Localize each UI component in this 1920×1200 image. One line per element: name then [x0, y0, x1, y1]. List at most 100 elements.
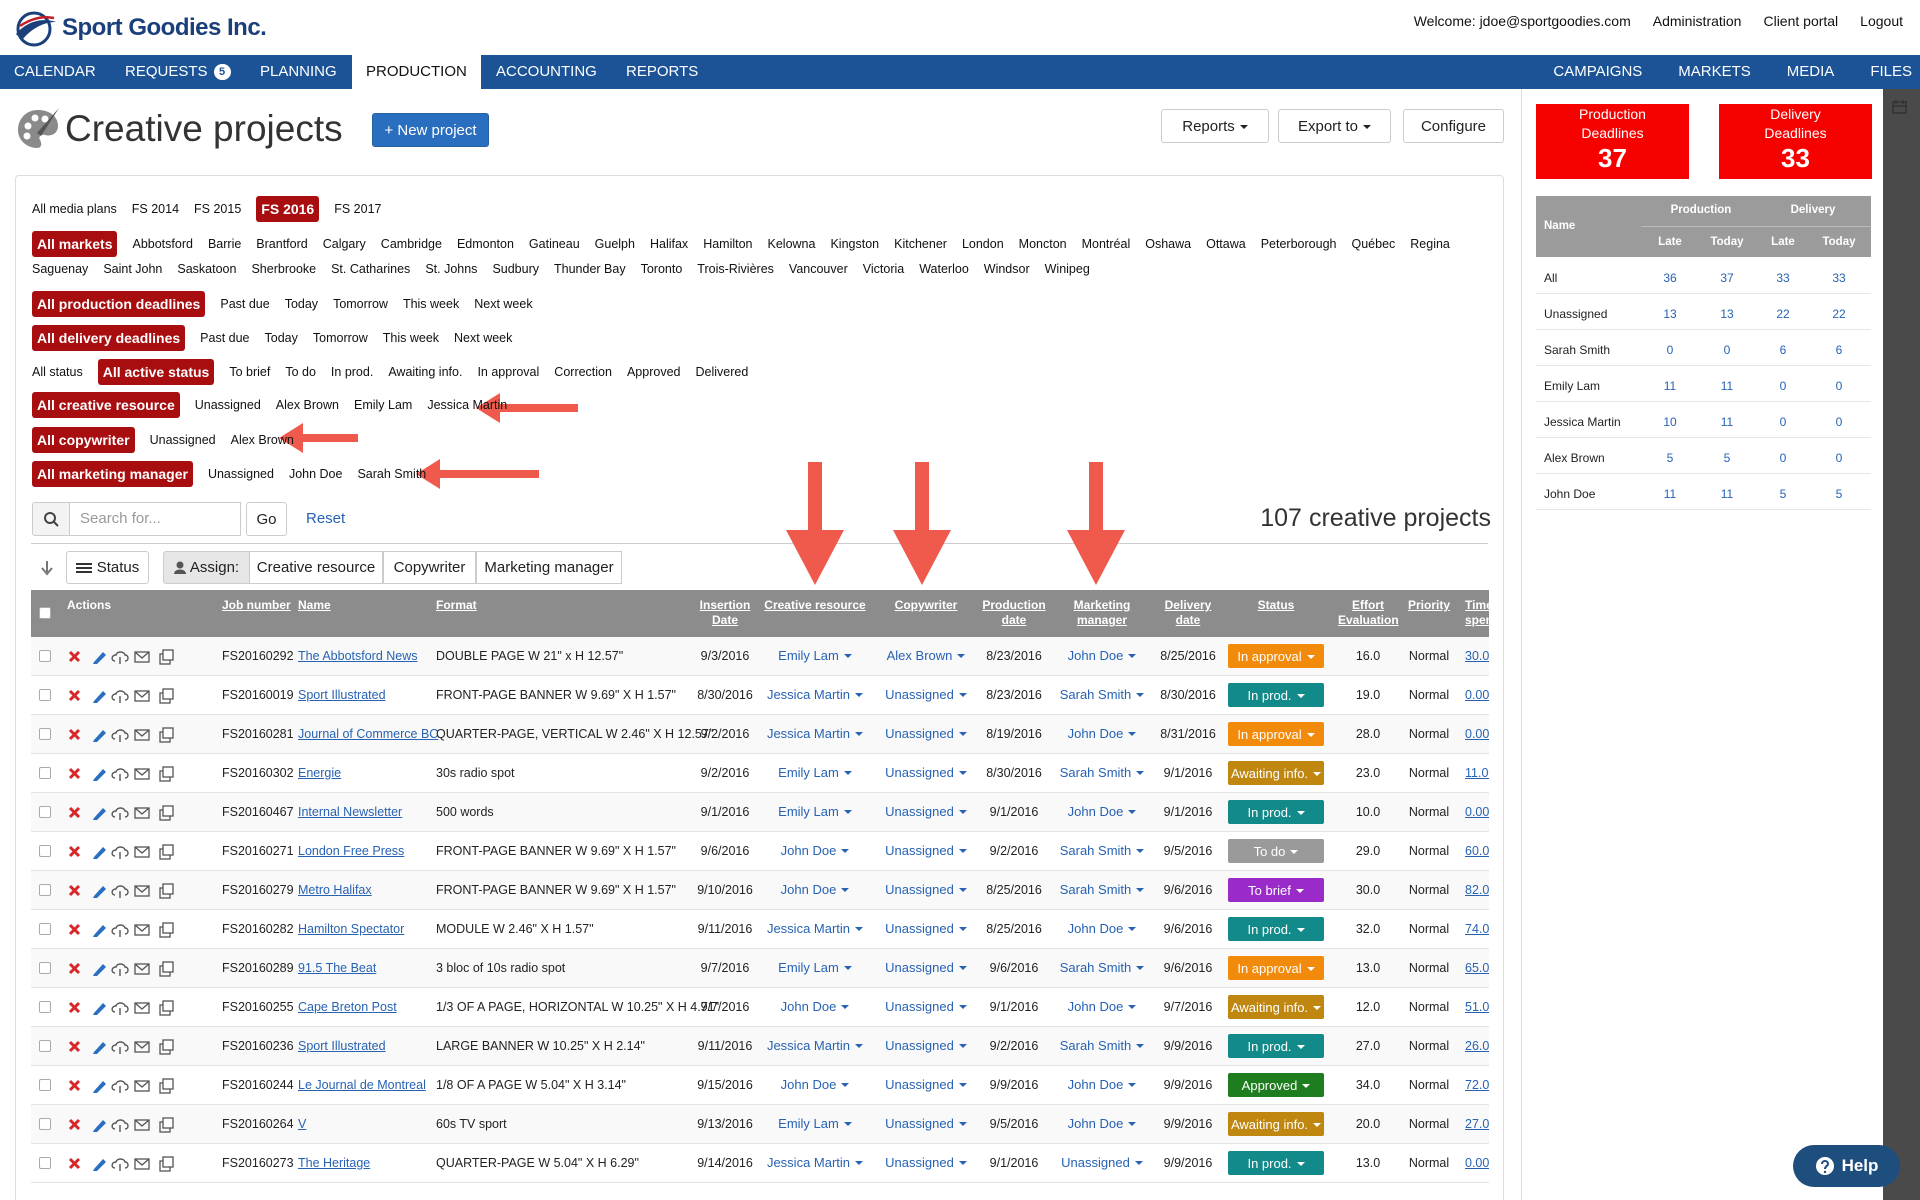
filter-option[interactable]: Vancouver	[788, 262, 848, 276]
link[interactable]: Internal Newsletter	[298, 805, 403, 819]
link[interactable]: The Abbotsford News	[298, 649, 418, 663]
filter-option[interactable]: Approved	[626, 364, 681, 379]
filter-option[interactable]: Windsor	[983, 262, 1030, 276]
filter-option[interactable]: Unassigned	[194, 397, 261, 412]
column-header[interactable]: Creative resource	[764, 598, 866, 612]
filter-option[interactable]: To brief	[229, 364, 271, 379]
column-header[interactable]: Copywriter	[894, 598, 958, 612]
nav-tab[interactable]: REPORTS	[612, 55, 712, 89]
filter-option[interactable]: Saguenay	[32, 262, 89, 276]
dropdown[interactable]: John Doe	[1068, 726, 1137, 741]
status-badge[interactable]: Awaiting info.	[1228, 1112, 1324, 1136]
dropdown[interactable]: Alex Brown	[887, 648, 966, 663]
side-count[interactable]: 5	[1835, 487, 1843, 501]
filter-option[interactable]: Saskatoon	[177, 262, 237, 276]
filter-option[interactable]: Awaiting info.	[388, 364, 463, 379]
filter-option[interactable]: All markets	[32, 231, 118, 257]
link[interactable]: V	[298, 1117, 307, 1131]
link[interactable]: Sport Illustrated	[298, 688, 386, 702]
dropdown[interactable]: Jessica Martin	[767, 687, 863, 702]
status-badge[interactable]: In prod.	[1228, 683, 1324, 707]
dropdown[interactable]: Sarah Smith	[1060, 1038, 1145, 1053]
row-checkbox[interactable]	[39, 962, 51, 974]
link[interactable]: 11.00	[1465, 766, 1489, 780]
link[interactable]: Hamilton Spectator	[298, 922, 405, 936]
side-count[interactable]: 6	[1835, 343, 1843, 357]
header-link[interactable]: Administration	[1652, 13, 1742, 29]
column-header[interactable]: Format	[436, 598, 477, 612]
dropdown[interactable]: Sarah Smith	[1060, 765, 1145, 780]
side-count[interactable]: 11	[1720, 379, 1734, 393]
filter-option[interactable]: Emily Lam	[354, 397, 413, 412]
filter-option[interactable]: FS 2017	[334, 201, 382, 216]
filter-option[interactable]: FS 2014	[131, 201, 180, 216]
side-count[interactable]: 33	[1832, 271, 1846, 285]
filter-option[interactable]: Tomorrow	[333, 296, 388, 311]
filter-option[interactable]: Oshawa	[1145, 236, 1192, 251]
filter-option[interactable]: Today	[284, 296, 319, 311]
filter-option[interactable]: Alex Brown	[275, 397, 339, 412]
status-badge[interactable]: In approval	[1228, 956, 1324, 980]
side-count[interactable]: 0	[1723, 343, 1731, 357]
filter-option[interactable]: All creative resource	[32, 392, 180, 418]
row-actions[interactable]	[67, 766, 177, 787]
filter-option[interactable]: Hamilton	[703, 236, 753, 251]
filter-option[interactable]: Kelowna	[767, 236, 816, 251]
dropdown[interactable]: Unassigned	[885, 882, 967, 897]
filter-option[interactable]: Toronto	[640, 262, 683, 276]
filter-option[interactable]: All delivery deadlines	[32, 325, 186, 351]
side-count[interactable]: 22	[1776, 307, 1790, 321]
column-header[interactable]: Priority	[1407, 598, 1450, 612]
nav-tab[interactable]: CAMPAIGNS	[1553, 63, 1643, 80]
filter-option[interactable]: London	[961, 236, 1004, 251]
assign-option[interactable]: Copywriter	[383, 551, 476, 584]
row-checkbox[interactable]	[39, 689, 51, 701]
side-count[interactable]: 37	[1720, 271, 1734, 285]
dropdown[interactable]: Sarah Smith	[1060, 687, 1145, 702]
link[interactable]: Le Journal de Montreal	[298, 1078, 426, 1092]
dropdown[interactable]: Unassigned	[885, 765, 967, 780]
link[interactable]: Metro Halifax	[298, 883, 372, 897]
search-input[interactable]: Search for...	[69, 502, 241, 536]
filter-option[interactable]: Ottawa	[1206, 236, 1246, 251]
row-checkbox[interactable]	[39, 1001, 51, 1013]
status-badge[interactable]: Awaiting info.	[1228, 995, 1324, 1019]
link[interactable]: 72.00	[1465, 1078, 1489, 1092]
help-button[interactable]: Help	[1793, 1145, 1900, 1187]
row-actions[interactable]	[67, 883, 177, 904]
link[interactable]: London Free Press	[298, 844, 405, 858]
assign-option[interactable]: Marketing manager	[476, 551, 622, 584]
row-actions[interactable]	[67, 688, 177, 709]
dropdown[interactable]: Emily Lam	[778, 648, 852, 663]
link[interactable]: 0.00	[1465, 1156, 1489, 1170]
side-count[interactable]: 13	[1720, 307, 1734, 321]
column-header[interactable]: Job number	[222, 598, 291, 612]
header-link[interactable]: Client portal	[1763, 13, 1839, 29]
dropdown[interactable]: Unassigned	[885, 960, 967, 975]
dropdown[interactable]: Unassigned	[885, 1116, 967, 1131]
filter-option[interactable]: Next week	[454, 330, 513, 345]
column-header[interactable]: Delivery date	[1164, 598, 1212, 627]
row-actions[interactable]	[67, 1039, 177, 1060]
row-actions[interactable]	[67, 805, 177, 826]
side-count[interactable]: 0	[1779, 451, 1787, 465]
nav-tab[interactable]: FILES	[1870, 63, 1912, 80]
side-count[interactable]: 5	[1723, 451, 1731, 465]
row-actions[interactable]	[67, 1078, 177, 1099]
status-badge[interactable]: In prod.	[1228, 800, 1324, 824]
nav-tab[interactable]: CALENDAR	[0, 55, 110, 89]
dropdown[interactable]: Unassigned	[885, 999, 967, 1014]
status-badge[interactable]: In prod.	[1228, 1034, 1324, 1058]
filter-option[interactable]: Past due	[220, 296, 270, 311]
link[interactable]: 0.00	[1465, 727, 1489, 741]
filter-option[interactable]: In approval	[477, 364, 540, 379]
filter-option[interactable]: Waterloo	[919, 262, 969, 276]
column-header[interactable]: Status	[1257, 598, 1295, 612]
filter-option[interactable]: Victoria	[862, 262, 905, 276]
row-checkbox[interactable]	[39, 806, 51, 818]
link[interactable]: 0.00	[1465, 688, 1489, 702]
filter-option[interactable]: Calgary	[322, 236, 366, 251]
dropdown[interactable]: John Doe	[1068, 648, 1137, 663]
filter-option[interactable]: Québec	[1351, 236, 1396, 251]
row-actions[interactable]	[67, 1156, 177, 1177]
